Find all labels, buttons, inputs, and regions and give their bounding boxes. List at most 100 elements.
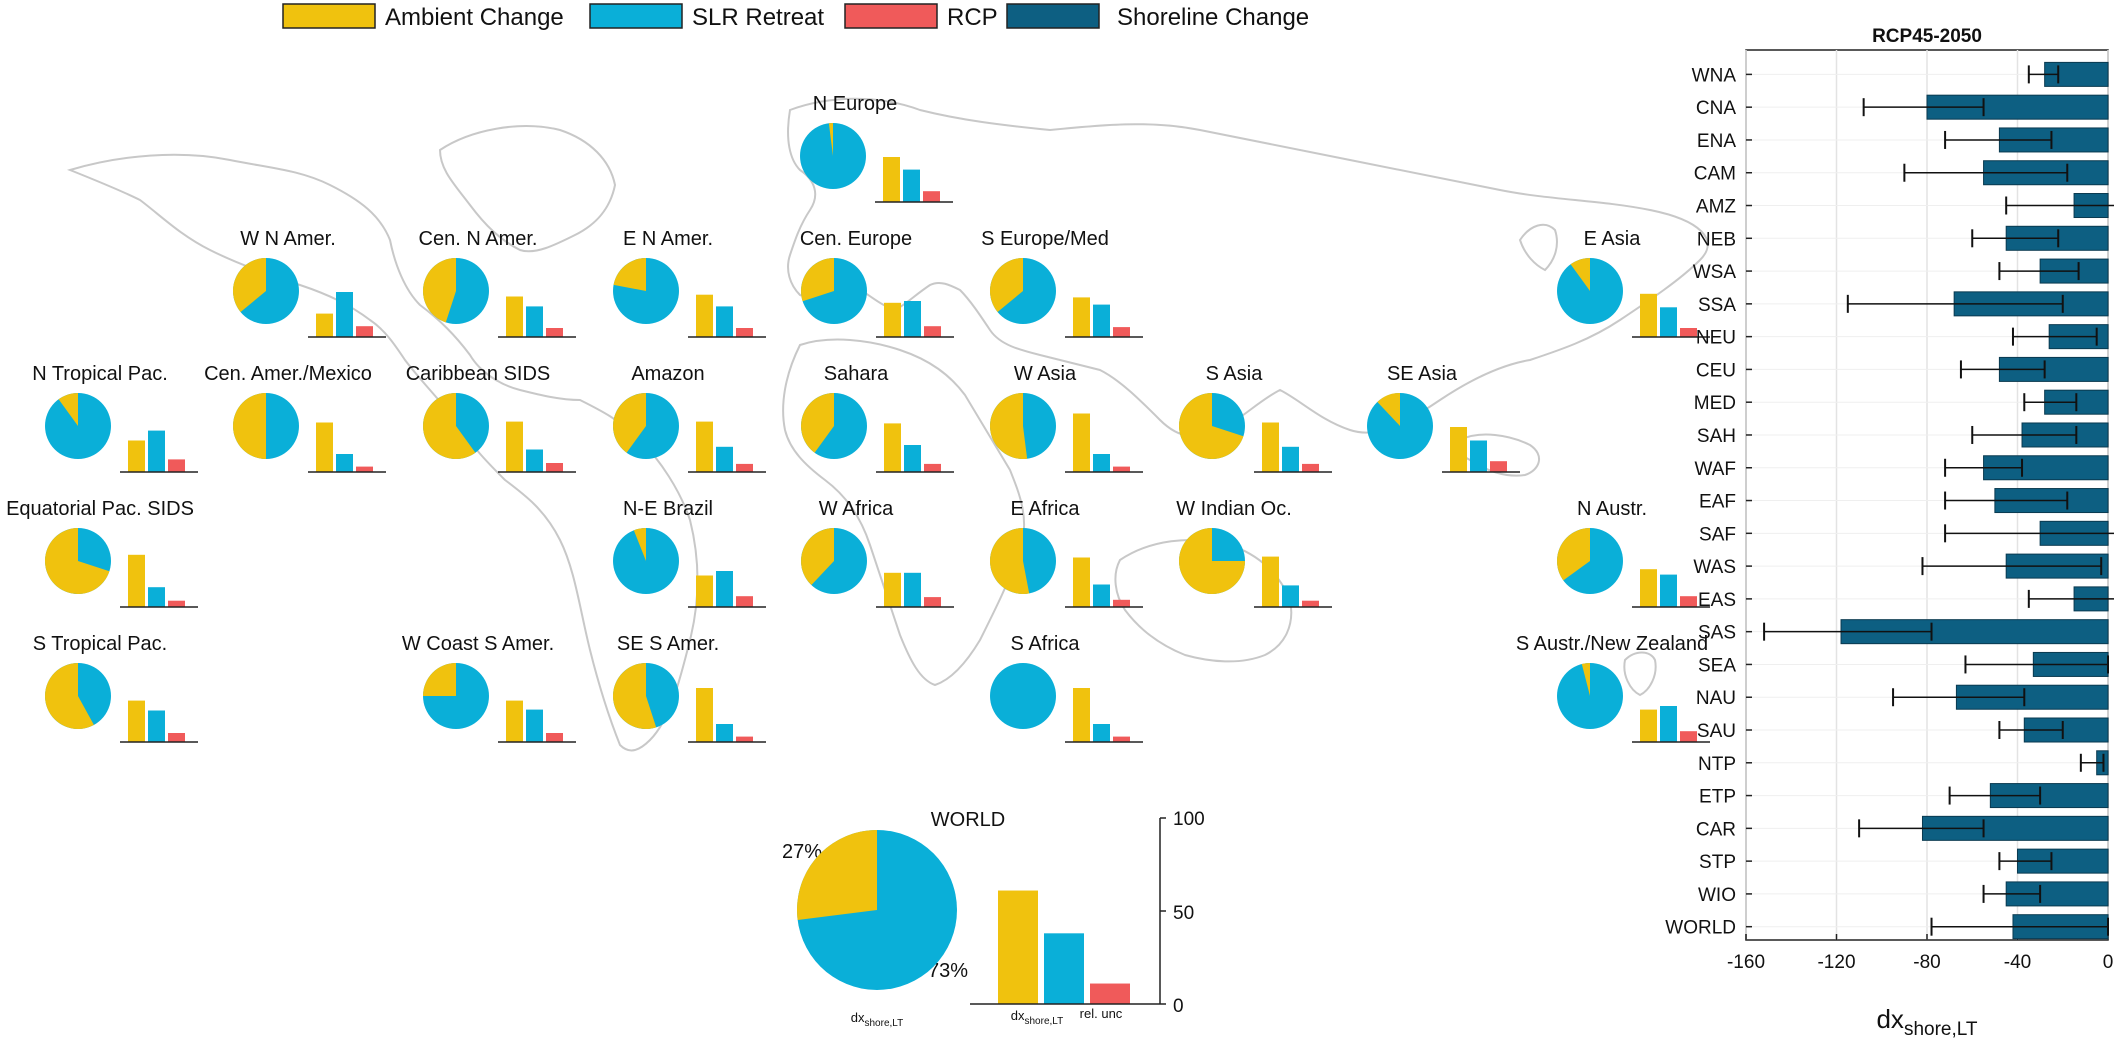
region-cen-amer-mexico-bar-rcp [356, 466, 373, 472]
rcp-category-label-ceu: CEU [1696, 360, 1736, 381]
region-s-europe-med-pie-ambient [990, 258, 1023, 313]
region-amazon: Amazon [612, 363, 766, 473]
region-w-africa-title: W Africa [819, 498, 894, 520]
region-s-asia-bar-rcp [1302, 463, 1319, 472]
region-n-austr-pie-ambient [1557, 528, 1590, 581]
region-cen-amer-mexico-pie-ambient [233, 393, 266, 459]
rcp-xtick-label--80: -80 [1913, 952, 1940, 973]
region-cen-europe-bar-ambient [884, 302, 901, 337]
region-s-africa-bar-ambient [1073, 688, 1090, 742]
legend-swatch-shoreline-change [1006, 3, 1100, 29]
region-cen-n-amer-bar-ambient [506, 296, 523, 337]
rcp-category-label-waf: WAF [1694, 459, 1736, 480]
region-e-asia-pie-ambient [1570, 258, 1590, 291]
world-panel: WORLD 27% 73% dxshore,LT dxshore,LT rel.… [782, 809, 1205, 1029]
region-s-asia-bar-ambient [1262, 422, 1279, 472]
region-s-europe-med-bar-slr [1093, 304, 1110, 337]
world-bar-slr [1044, 933, 1084, 1004]
region-s-europe-med-bar-ambient [1073, 297, 1090, 337]
region-cen-amer-mexico-bar-ambient [316, 422, 333, 472]
region-n-europe-title: N Europe [813, 93, 898, 115]
region-n-europe-bar-rcp [923, 191, 940, 202]
region-w-asia-bar-rcp [1113, 466, 1130, 472]
region-n-europe-bar-ambient [883, 157, 900, 202]
region-cen-n-amer-title: Cen. N Amer. [419, 228, 538, 250]
region-w-coast-s-amer-bar-ambient [506, 700, 523, 742]
rcp-xlabel-main: dx [1876, 1004, 1903, 1034]
rcp-category-label-neb: NEB [1697, 229, 1736, 250]
rcp-category-label-wna: WNA [1692, 65, 1737, 86]
legend-label-rcp: RCP [947, 4, 998, 31]
region-se-asia-bar-ambient [1450, 427, 1467, 472]
region-caribbean-sids-bar-rcp [546, 463, 563, 472]
region-w-indian-oc-bar-slr [1282, 585, 1299, 607]
region-s-austr-new-zealand-bar-ambient [1640, 709, 1657, 742]
rcp-category-label-eaf: EAF [1699, 492, 1736, 513]
region-se-s-amer-title: SE S Amer. [617, 633, 719, 655]
region-w-africa-bar-rcp [924, 597, 941, 607]
region-e-africa: E Africa [989, 498, 1143, 608]
region-caribbean-sids-title: Caribbean SIDS [406, 363, 551, 385]
legend-label-ambient-change: Ambient Change [385, 4, 564, 31]
legend-swatch-slr-retreat [589, 3, 683, 29]
region-amazon-title: Amazon [631, 363, 704, 385]
region-cen-europe-bar-rcp [924, 326, 941, 337]
rcp-category-label-neu: NEU [1696, 328, 1736, 349]
world-bar-label-sub: shore,LT [1025, 1016, 1064, 1027]
region-w-n-amer: W N Amer. [232, 228, 386, 338]
rcp-category-label-amz: AMZ [1696, 197, 1737, 218]
region-n-tropical-pac-bar-slr [148, 430, 165, 472]
region-n-europe-pie-ambient [828, 123, 833, 156]
rcp-xtick-label--40: -40 [2004, 952, 2031, 973]
region-w-asia-bar-slr [1093, 454, 1110, 472]
region-se-asia-bar-slr [1470, 440, 1487, 472]
region-sahara-bar-slr [904, 445, 921, 472]
region-s-tropical-pac-pie-ambient [44, 663, 94, 730]
region-w-n-amer-pie-ambient [232, 258, 266, 313]
region-n-tropical-pac-pie-ambient [58, 393, 78, 426]
region-w-asia: W Asia [990, 363, 1143, 473]
region-e-asia-bar-ambient [1640, 293, 1657, 337]
region-w-n-amer-bar-slr [336, 292, 353, 337]
world-bar-ambient [998, 890, 1038, 1004]
region-se-asia-bar-rcp [1490, 461, 1507, 472]
region-sahara-pie-ambient [801, 393, 834, 453]
region-s-austr-new-zealand: S Austr./New Zealand [1516, 633, 1710, 743]
region-n-e-brazil-pie-ambient [633, 528, 646, 561]
region-amazon-bar-slr [716, 446, 733, 472]
legend-swatch-rcp [844, 3, 938, 29]
region-s-africa: S Africa [990, 633, 1143, 743]
region-n-e-brazil-bar-rcp [736, 596, 753, 607]
region-w-africa: W Africa [800, 498, 954, 608]
region-n-e-brazil: N-E Brazil [613, 498, 766, 608]
region-w-n-amer-title: W N Amer. [240, 228, 336, 250]
region-s-europe-med: S Europe/Med [981, 228, 1143, 338]
region-e-asia-bar-rcp [1680, 328, 1697, 337]
region-e-africa-title: E Africa [1011, 498, 1081, 520]
region-e-africa-bar-slr [1093, 584, 1110, 607]
legend-label-shoreline-change: Shoreline Change [1117, 4, 1309, 31]
region-s-austr-new-zealand-title: S Austr./New Zealand [1516, 633, 1708, 655]
region-cen-n-amer: Cen. N Amer. [419, 228, 576, 338]
region-n-austr-title: N Austr. [1577, 498, 1647, 520]
region-w-coast-s-amer-title: W Coast S Amer. [402, 633, 554, 655]
rcp-xtick-label-0: 0 [2103, 952, 2114, 973]
world-bar-label-main: dx [1011, 1008, 1025, 1023]
region-w-indian-oc-title: W Indian Oc. [1176, 498, 1292, 520]
region-se-s-amer-bar-rcp [736, 736, 753, 742]
world-pie-ambient [797, 830, 877, 921]
rcp-category-label-world: WORLD [1665, 918, 1736, 939]
region-e-n-amer-pie-ambient [613, 258, 646, 291]
region-s-asia-bar-slr [1282, 446, 1299, 472]
region-s-austr-new-zealand-pie-ambient [1581, 663, 1590, 696]
region-se-s-amer-bar-ambient [696, 688, 713, 742]
legend: Ambient Change SLR Retreat RCP Shoreline Ch… [282, 3, 1309, 31]
region-w-africa-bar-ambient [884, 572, 901, 607]
rcp-category-label-sas: SAS [1698, 623, 1736, 644]
region-s-asia: S Asia [1179, 363, 1332, 473]
legend-label-slr-retreat: SLR Retreat [692, 4, 824, 31]
world-ytick-0: 0 [1173, 996, 1184, 1017]
region-s-austr-new-zealand-bar-rcp [1680, 731, 1697, 742]
region-s-africa-title: S Africa [1011, 633, 1081, 655]
